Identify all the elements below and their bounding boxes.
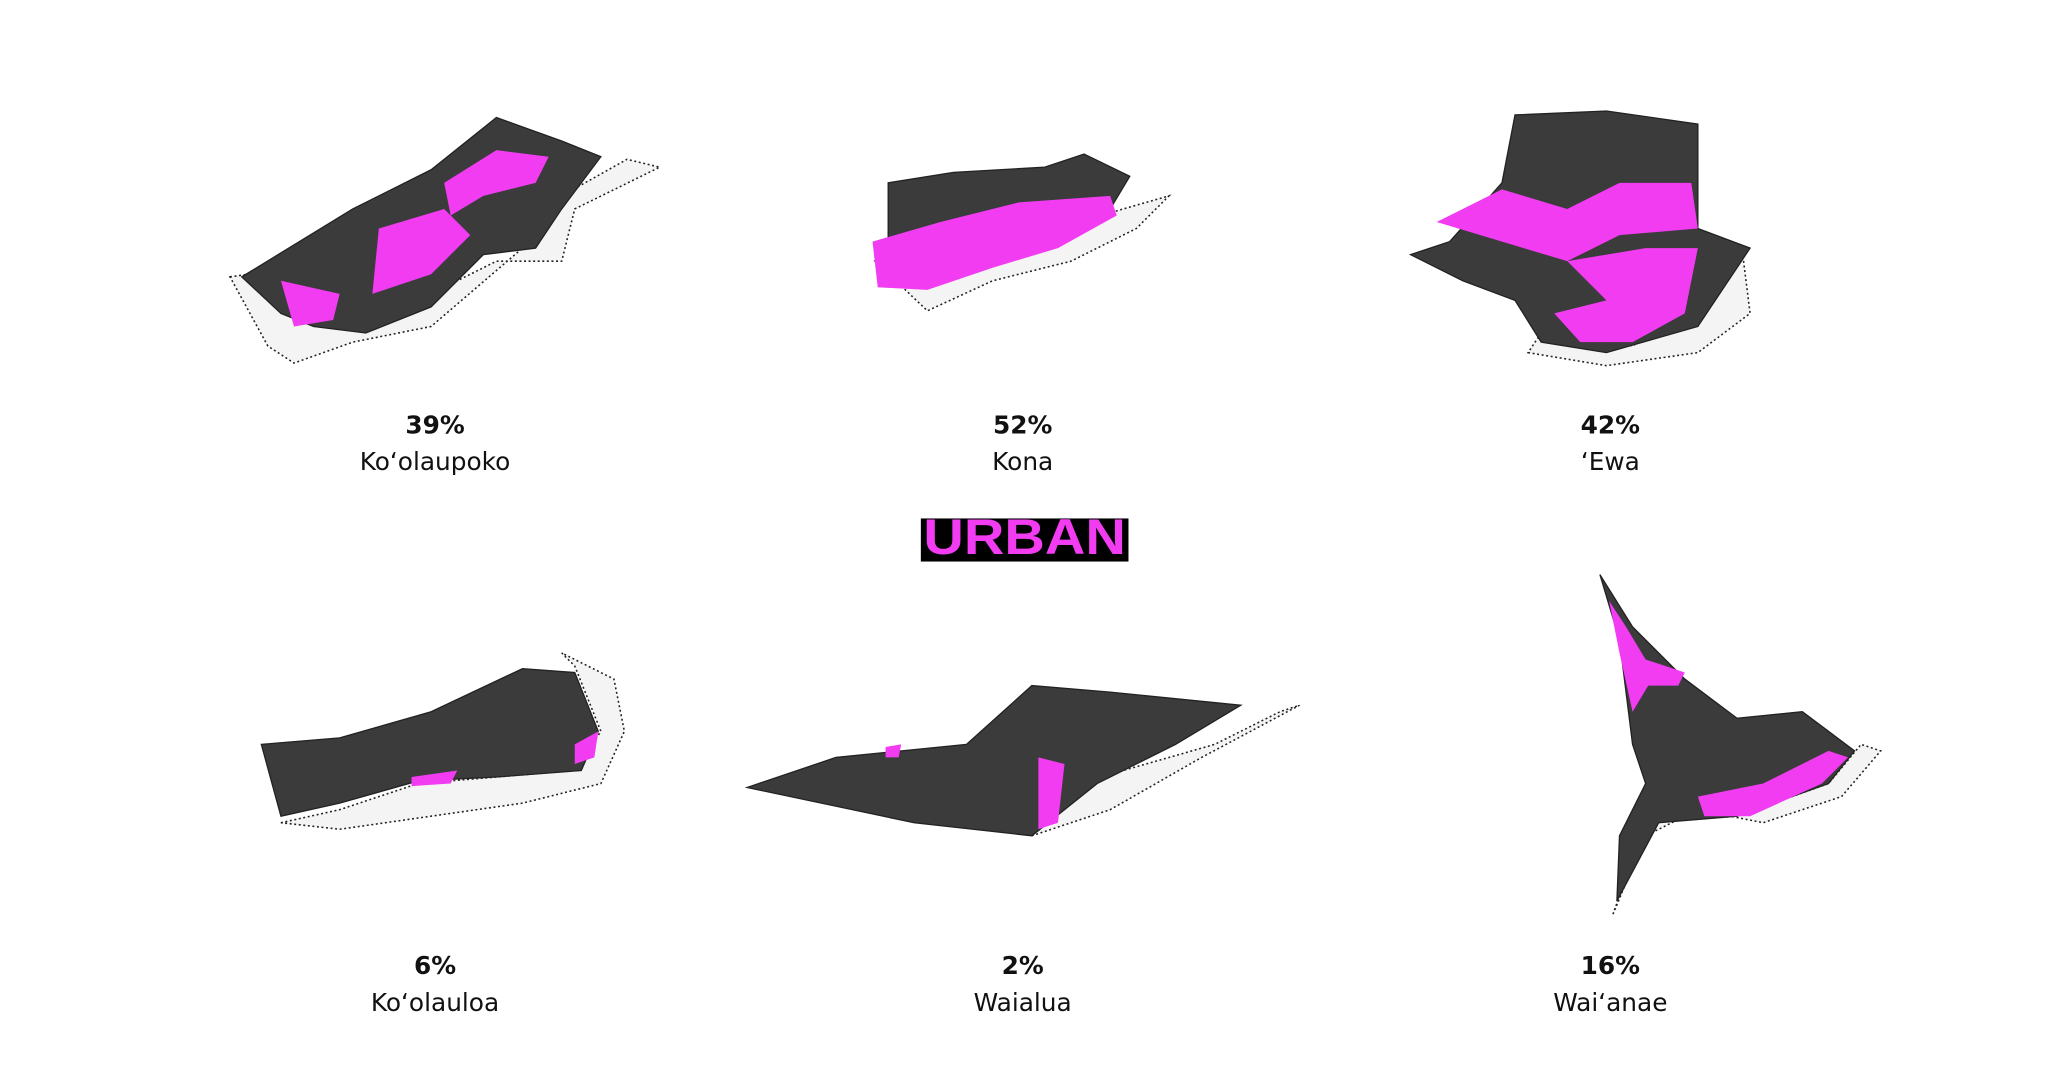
title: URBAN <box>923 509 1125 565</box>
map-koolaupoko <box>228 116 662 364</box>
district-name: Koʻolaupoko <box>360 447 511 476</box>
percent: 52% <box>993 411 1053 440</box>
labels: 39% Koʻolaupoko 52% Kona 42% ʻEwa 6% Koʻolauloa… <box>360 411 1668 1017</box>
district-name: ʻEwa <box>1581 447 1640 476</box>
map-kona <box>872 153 1172 312</box>
percent: 6% <box>414 951 456 980</box>
percent: 2% <box>1002 951 1044 980</box>
map-ewa <box>1408 110 1752 367</box>
district-name: Waialua <box>974 988 1072 1017</box>
title-box <box>920 518 1129 562</box>
percent: 16% <box>1581 951 1641 980</box>
percent: 42% <box>1581 411 1641 440</box>
district-name: Waiʻanae <box>1553 988 1667 1017</box>
map-waialua <box>744 684 1300 837</box>
district-name: Koʻolauloa <box>371 988 499 1017</box>
map-waianae <box>1599 574 1883 915</box>
district-name: Kona <box>992 447 1053 476</box>
percent: 39% <box>405 411 465 440</box>
map-koolauloa <box>260 652 626 831</box>
